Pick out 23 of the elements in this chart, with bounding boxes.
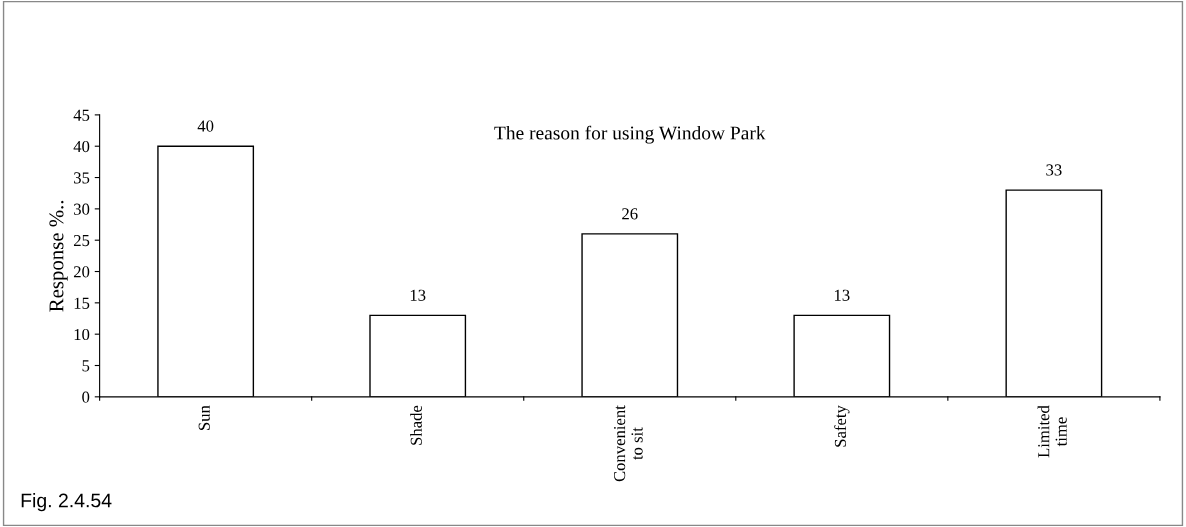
y-tick-label: 0: [82, 391, 90, 403]
y-tick-label: 10: [74, 328, 90, 341]
data-label: 40: [197, 120, 214, 132]
data-label: 26: [622, 208, 638, 220]
y-axis-title: Response %..: [49, 200, 68, 312]
text: The reason for using Window Park: [494, 125, 766, 144]
data-label: 13: [410, 289, 426, 301]
y-tick-label: 45: [73, 109, 90, 121]
y-tick-label: 30: [74, 203, 90, 215]
y-tick-label: 35: [74, 172, 90, 184]
x-tick-label: Shade: [410, 405, 422, 445]
x-tick-label: Convenient to sit: [614, 405, 643, 482]
x-tick-label: Sun: [198, 405, 210, 430]
caption: Fig. 2.4.54: [21, 493, 112, 512]
x-tick-label: Limited time: [1037, 405, 1067, 458]
data-label: 13: [834, 289, 850, 301]
y-tick-label: 40: [73, 140, 90, 153]
data-label: 33: [1046, 164, 1062, 176]
y-tick-label: 25: [73, 234, 90, 247]
x-tick-label: Safety: [834, 405, 850, 447]
y-tick-label: 15: [74, 297, 90, 309]
y-tick-label: 20: [73, 266, 90, 278]
y-tick-label: 5: [82, 360, 90, 372]
